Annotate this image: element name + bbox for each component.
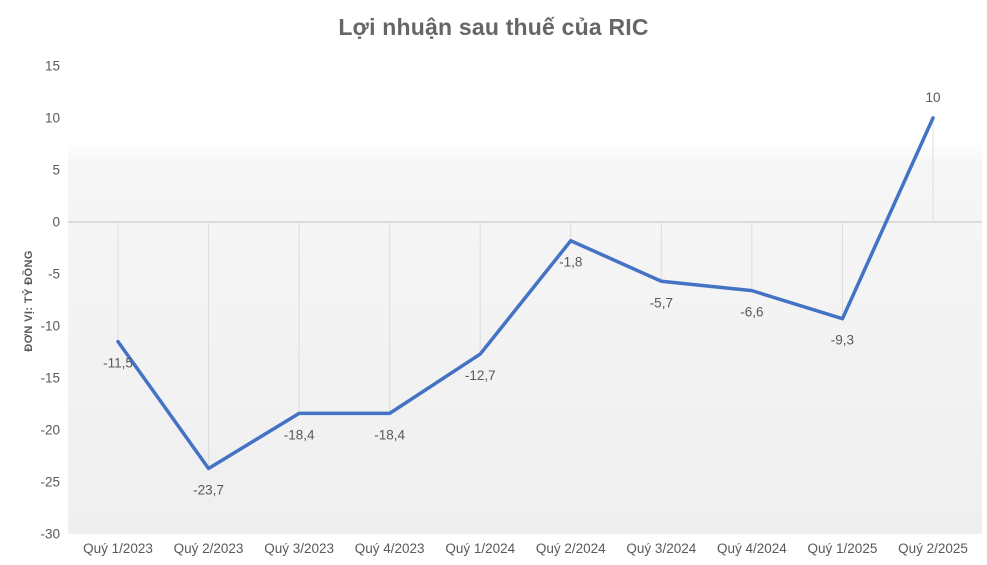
data-label: -18,4 bbox=[374, 427, 405, 442]
data-label: -9,3 bbox=[831, 333, 854, 348]
data-label: -6,6 bbox=[740, 305, 763, 320]
x-category-label: Quý 1/2025 bbox=[808, 541, 878, 556]
y-tick-label: -5 bbox=[48, 267, 60, 282]
data-label: -1,8 bbox=[559, 255, 582, 270]
y-tick-label: -10 bbox=[40, 319, 60, 334]
y-tick-label: 0 bbox=[52, 215, 60, 230]
x-category-label: Quý 2/2024 bbox=[536, 541, 606, 556]
y-tick-label: -15 bbox=[40, 371, 60, 386]
x-category-label: Quý 4/2023 bbox=[355, 541, 425, 556]
profit-series-line bbox=[116, 116, 935, 471]
y-tick-label: 15 bbox=[45, 59, 60, 74]
x-category-label: Quý 2/2025 bbox=[898, 541, 968, 556]
data-label: -18,4 bbox=[284, 427, 315, 442]
data-label: -12,7 bbox=[465, 368, 496, 383]
y-tick-label: -25 bbox=[40, 475, 60, 490]
x-category-label: Quý 3/2024 bbox=[626, 541, 696, 556]
x-category-label: Quý 3/2023 bbox=[264, 541, 334, 556]
data-label: -5,7 bbox=[650, 295, 673, 310]
x-category-label: Quý 4/2024 bbox=[717, 541, 787, 556]
x-category-label: Quý 1/2023 bbox=[83, 541, 153, 556]
data-label: -23,7 bbox=[193, 482, 224, 497]
data-label: 10 bbox=[925, 90, 940, 105]
x-category-label: Quý 2/2023 bbox=[174, 541, 244, 556]
data-label: -11,5 bbox=[103, 356, 133, 371]
y-tick-label: 5 bbox=[52, 163, 60, 178]
y-tick-label: 10 bbox=[45, 111, 60, 126]
y-tick-label: -30 bbox=[40, 527, 60, 542]
y-tick-label: -20 bbox=[40, 423, 60, 438]
chart-title: Lợi nhuận sau thuế của RIC bbox=[338, 14, 649, 40]
x-category-label: Quý 1/2024 bbox=[445, 541, 515, 556]
